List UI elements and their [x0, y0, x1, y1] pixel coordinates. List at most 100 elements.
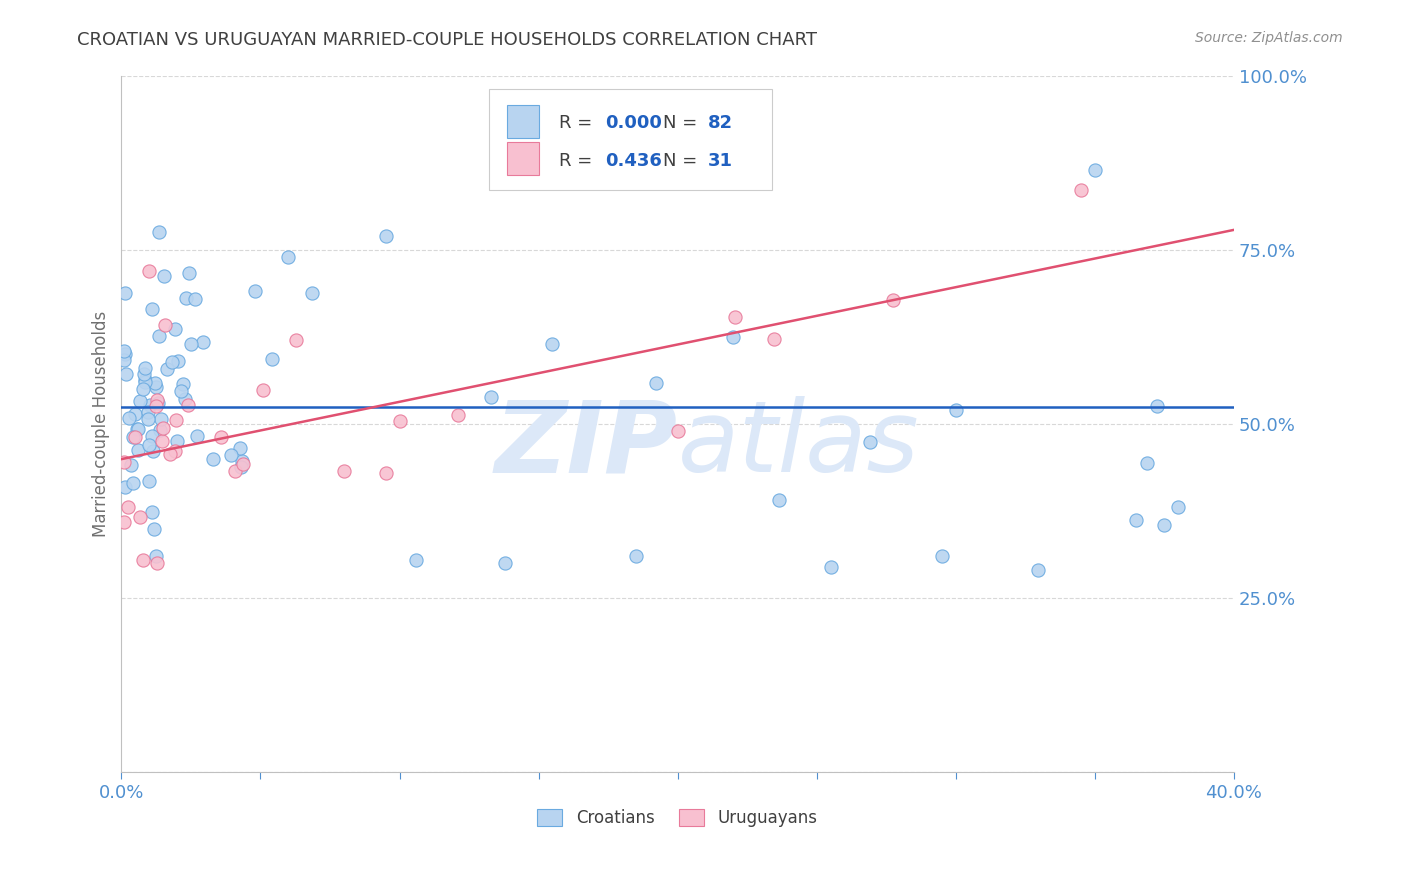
Point [156, 362, 179, 376]
Point [148, 329, 170, 343]
Point [231, 457, 253, 471]
Point [494, 556, 516, 570]
Point [859, 435, 882, 450]
Point [136, 412, 159, 426]
Bar [508, 104, 538, 138]
Point [252, 383, 274, 397]
Point [183, 292, 205, 306]
Point [624, 549, 647, 563]
Point [1070, 184, 1092, 198]
Point [180, 336, 202, 351]
Point [165, 322, 187, 336]
Point [138, 437, 160, 451]
Point [112, 515, 135, 529]
Point [129, 510, 152, 524]
Point [145, 393, 167, 408]
Point [134, 373, 156, 387]
Point [177, 398, 200, 412]
Point [186, 429, 208, 443]
Point [148, 396, 170, 410]
Text: atlas: atlas [678, 396, 920, 493]
Point [1125, 513, 1147, 527]
Text: ZIP: ZIP [495, 396, 678, 493]
Text: Source: ZipAtlas.com: Source: ZipAtlas.com [1195, 31, 1343, 45]
Point [124, 429, 146, 443]
Text: N =: N = [664, 114, 697, 132]
Text: 31: 31 [707, 153, 733, 170]
Point [149, 423, 172, 437]
Point [145, 380, 167, 394]
Point [134, 368, 156, 382]
Bar [508, 142, 538, 175]
Point [172, 377, 194, 392]
Text: CROATIAN VS URUGUAYAN MARRIED-COUPLE HOUSEHOLDS CORRELATION CHART: CROATIAN VS URUGUAYAN MARRIED-COUPLE HOU… [77, 31, 817, 49]
Point [260, 352, 283, 367]
Point [165, 412, 187, 426]
Point [153, 268, 176, 283]
Point [141, 429, 163, 443]
Point [127, 422, 149, 436]
Point [115, 368, 138, 382]
Point [120, 458, 142, 473]
Point [447, 408, 470, 422]
Point [132, 553, 155, 567]
Text: R =: R = [558, 114, 592, 132]
Point [721, 329, 744, 343]
Point [114, 347, 136, 361]
Point [479, 390, 502, 404]
Point [160, 355, 183, 369]
Point [245, 284, 267, 298]
Point [762, 332, 785, 346]
Point [645, 376, 668, 391]
Y-axis label: Married-couple Households: Married-couple Households [93, 310, 110, 537]
Point [150, 412, 173, 426]
Point [201, 452, 224, 467]
Point [388, 414, 411, 428]
Point [112, 343, 135, 358]
Point [405, 553, 427, 567]
Point [117, 500, 139, 515]
Point [945, 402, 967, 417]
Point [284, 333, 307, 347]
Point [301, 285, 323, 300]
Point [1146, 399, 1168, 413]
Point [132, 382, 155, 396]
Point [666, 424, 689, 438]
Point [127, 443, 149, 458]
Point [931, 549, 953, 563]
Point [1026, 563, 1049, 577]
Text: 0.436: 0.436 [606, 153, 662, 170]
Point [541, 336, 564, 351]
Point [174, 392, 197, 406]
Point [136, 404, 159, 418]
Point [209, 430, 232, 444]
Point [117, 410, 139, 425]
Point [114, 286, 136, 301]
Point [277, 250, 299, 264]
Point [134, 375, 156, 389]
Legend: Croatians, Uruguayans: Croatians, Uruguayans [530, 802, 824, 833]
Point [145, 549, 167, 563]
Point [159, 447, 181, 461]
Point [141, 505, 163, 519]
Text: R =: R = [558, 153, 592, 170]
Point [1167, 500, 1189, 515]
Point [134, 361, 156, 376]
Point [167, 354, 190, 368]
Point [138, 263, 160, 277]
Point [177, 266, 200, 280]
Point [229, 441, 252, 455]
Point [127, 422, 149, 436]
Point [224, 464, 246, 478]
Point [768, 492, 790, 507]
FancyBboxPatch shape [488, 89, 772, 191]
Point [124, 407, 146, 421]
Point [145, 399, 167, 413]
Point [219, 448, 242, 462]
Point [138, 474, 160, 488]
Point [112, 352, 135, 367]
Text: 0.000: 0.000 [606, 114, 662, 132]
Point [139, 398, 162, 412]
Point [882, 293, 904, 307]
Point [231, 460, 253, 475]
